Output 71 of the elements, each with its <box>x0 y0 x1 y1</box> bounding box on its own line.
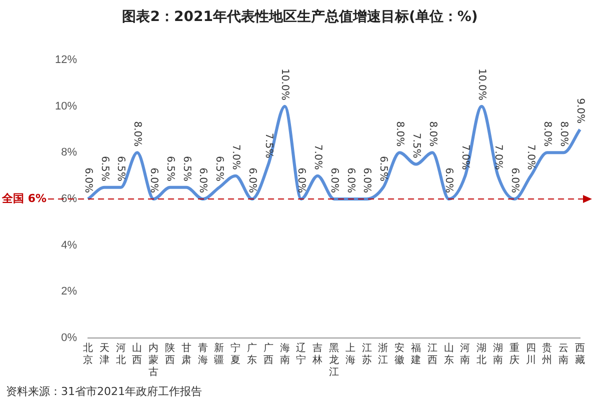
chart-title: 图表2：2021年代表性地区生产总值增速目标(单位：%) <box>121 8 479 27</box>
x-tick-label: 湖北 <box>476 342 487 366</box>
x-tick-label: 云南 <box>558 342 569 366</box>
x-tick-label: 山东 <box>444 342 454 366</box>
x-tick-label: 广东 <box>247 342 258 366</box>
x-tick-label: 辽宁 <box>296 342 306 366</box>
x-tick-label: 宁夏 <box>230 342 241 366</box>
data-label: 8.0% <box>132 121 143 147</box>
x-tick-label: 北京 <box>83 342 94 366</box>
data-label: 7.0% <box>312 144 324 170</box>
x-tick-label: 陕西 <box>165 342 176 366</box>
data-label: 8.0% <box>542 121 553 147</box>
x-tick-label: 上海 <box>345 342 356 366</box>
x-tick-label: 黑龙江 <box>329 342 340 378</box>
y-tick-label: 10% <box>54 100 78 112</box>
x-tick-label: 山西 <box>132 342 142 366</box>
x-tick-label: 重庆 <box>509 342 520 366</box>
x-tick-label: 青海 <box>198 342 208 366</box>
x-tick-label: 安徽 <box>394 342 405 366</box>
x-tick-label: 广西 <box>263 342 274 366</box>
data-label: 10.0% <box>279 68 290 100</box>
data-label: 6.5% <box>115 156 126 182</box>
ref-line-label: 全国 6% <box>1 192 47 205</box>
data-label: 6.5% <box>164 156 176 182</box>
data-label: 6.5% <box>98 156 110 182</box>
data-label: 7.0% <box>460 144 471 170</box>
data-label: 7.0% <box>525 144 536 170</box>
x-tick-label: 福建 <box>410 342 422 366</box>
data-label: 6.0% <box>328 168 340 193</box>
y-tick-label: 4% <box>61 239 78 252</box>
y-tick-label: 12% <box>54 54 78 66</box>
data-label: 9.0% <box>574 98 586 124</box>
data-label: 6.5% <box>378 156 389 182</box>
data-label: 6.0% <box>82 168 94 193</box>
x-tick-label: 吉林 <box>312 342 323 366</box>
data-label: 6.0% <box>296 168 307 193</box>
y-tick-label: 2% <box>61 286 78 298</box>
data-label: 8.0% <box>394 121 406 147</box>
data-label: 7.5% <box>262 132 274 158</box>
x-tick-label: 天津 <box>99 342 110 366</box>
data-label: 8.0% <box>426 121 438 147</box>
x-tick-label: 浙江 <box>378 342 388 366</box>
data-label: 6.0% <box>246 168 258 193</box>
data-label: 6.5% <box>180 156 192 182</box>
data-label: 6.0% <box>148 168 160 193</box>
x-tick-label: 内蒙古 <box>148 342 159 378</box>
y-tick-label: 8% <box>61 146 78 159</box>
data-label: 6.5% <box>214 156 225 182</box>
x-tick-label: 湖南 <box>493 342 504 366</box>
text: 资料来源：31省市2021年政府工作报告 <box>5 384 203 399</box>
x-tick-label: 甘肃 <box>181 342 192 366</box>
x-tick-label: 河北 <box>116 342 126 366</box>
data-label: 7.0% <box>230 144 242 170</box>
x-tick-label: 海南 <box>280 342 290 366</box>
x-tick-label: 西藏 <box>575 342 585 366</box>
data-label: 6.0% <box>361 168 372 193</box>
x-tick-label: 新疆 <box>214 342 224 366</box>
data-label: 7.5% <box>410 132 422 158</box>
data-label: 10.0% <box>476 68 488 100</box>
x-tick-label: 河南 <box>460 342 470 366</box>
data-label: 7.0% <box>492 144 504 170</box>
data-label: 6.0% <box>197 168 208 193</box>
data-label: 8.0% <box>558 121 570 147</box>
data-label: 6.0% <box>508 168 520 193</box>
x-tick-label: 江苏 <box>362 342 372 366</box>
x-tick-label: 贵州 <box>542 342 552 366</box>
data-label: 6.0% <box>344 168 356 193</box>
data-label: 6.0% <box>443 168 454 193</box>
x-tick-label: 江西 <box>427 342 438 366</box>
y-tick-label: 0% <box>61 332 78 344</box>
x-tick-label: 四川 <box>526 342 536 366</box>
